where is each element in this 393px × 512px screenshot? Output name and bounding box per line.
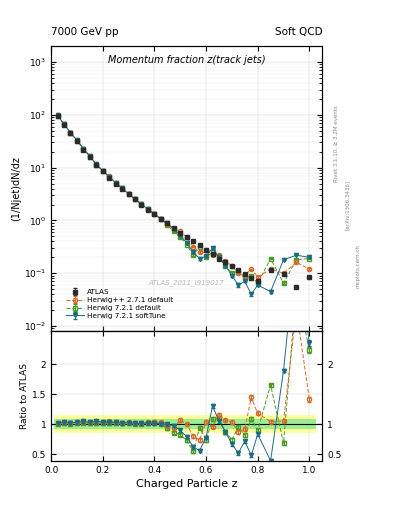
X-axis label: Charged Particle z: Charged Particle z xyxy=(136,479,237,489)
Text: [arXiv:1306.3436]: [arXiv:1306.3436] xyxy=(345,180,350,230)
Y-axis label: (1/Njet)dN/dz: (1/Njet)dN/dz xyxy=(11,156,21,221)
Text: Momentum fraction z(track jets): Momentum fraction z(track jets) xyxy=(108,55,266,65)
Legend: ATLAS, Herwig++ 2.7.1 default, Herwig 7.2.1 default, Herwig 7.2.1 softTune: ATLAS, Herwig++ 2.7.1 default, Herwig 7.… xyxy=(63,287,176,322)
Text: ATLAS_2011_I919017: ATLAS_2011_I919017 xyxy=(149,280,224,286)
Text: Rivet 3.1.10, ≥ 3.2M events: Rivet 3.1.10, ≥ 3.2M events xyxy=(334,105,338,182)
Text: 7000 GeV pp: 7000 GeV pp xyxy=(51,27,119,37)
Text: Soft QCD: Soft QCD xyxy=(275,27,322,37)
Y-axis label: Ratio to ATLAS: Ratio to ATLAS xyxy=(20,363,29,429)
Text: mcplots.cern.ch: mcplots.cern.ch xyxy=(355,244,360,288)
